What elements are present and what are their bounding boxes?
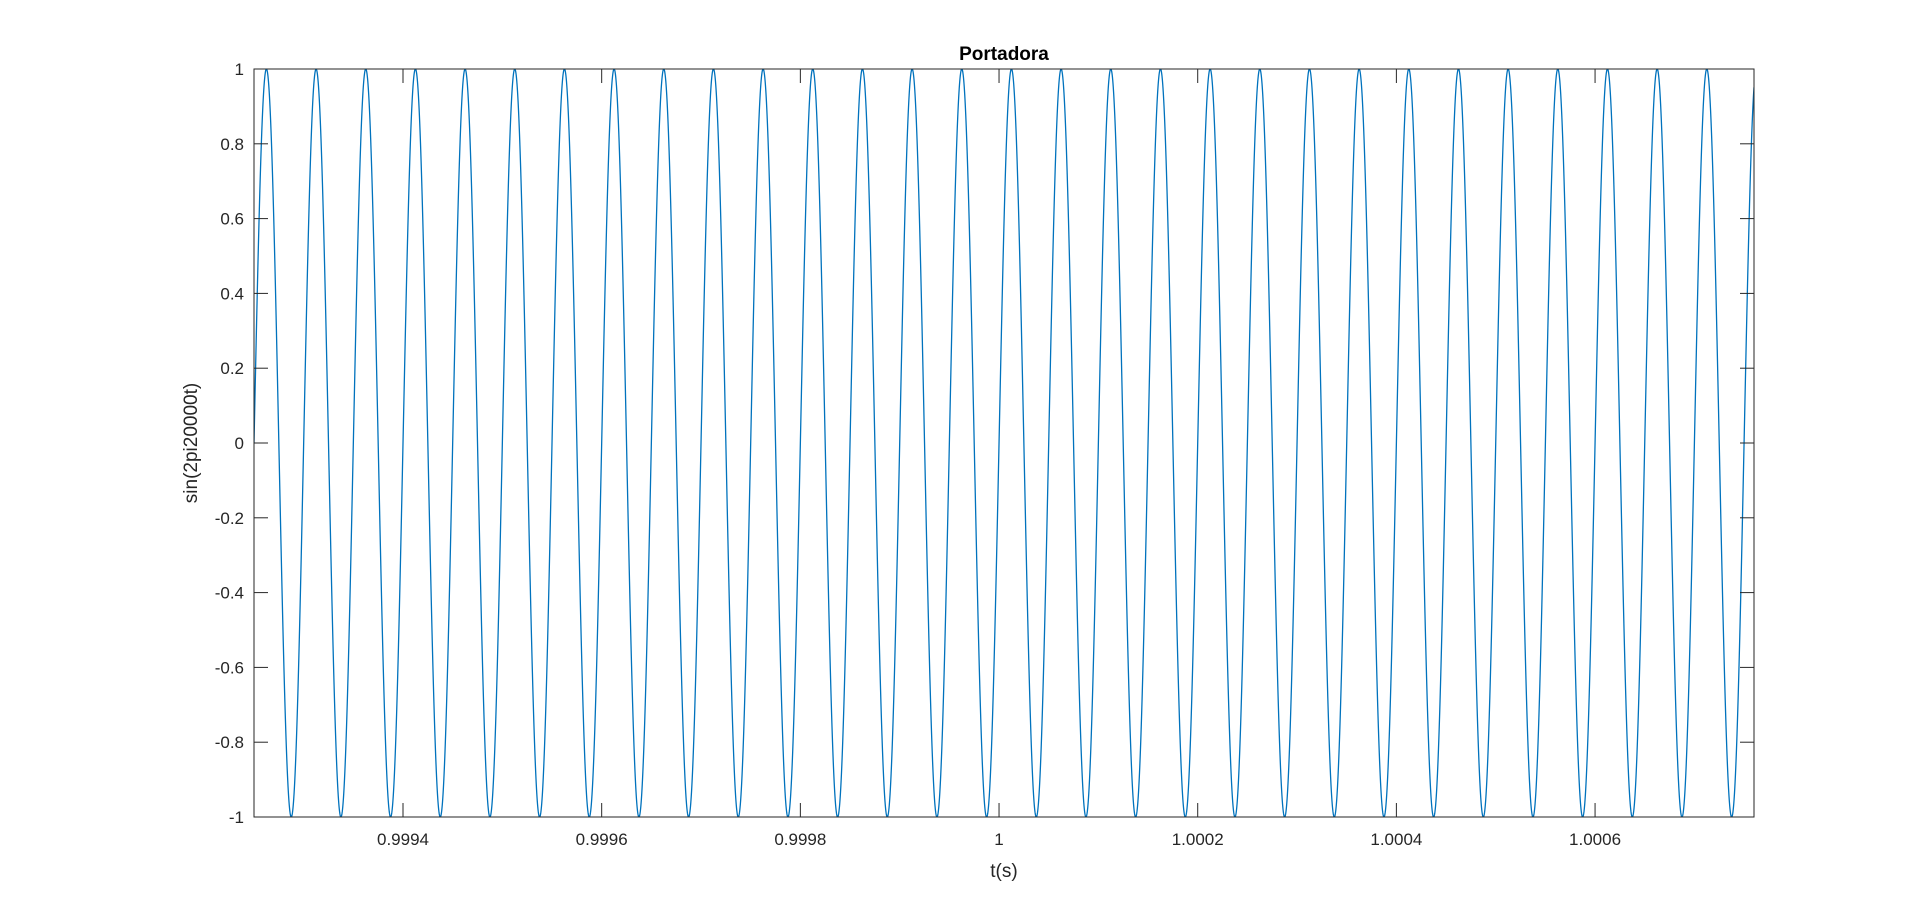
y-tick-label: -0.8 [215, 733, 244, 752]
y-tick-label: -0.6 [215, 658, 244, 677]
y-axis-label: sin(2pi20000t) [181, 383, 202, 503]
x-axis-label: t(s) [990, 861, 1017, 882]
axes-background [254, 69, 1754, 817]
x-tick-label: 1 [994, 830, 1003, 849]
chart-title: Portadora [959, 44, 1049, 65]
y-tick-label: -0.4 [215, 584, 244, 603]
y-tick-label: -1 [229, 808, 244, 827]
x-tick-label: 1.0006 [1569, 830, 1621, 849]
y-tick-label: -0.2 [215, 509, 244, 528]
x-axis-ticks: 0.9994 0.9996 0.9998 1 1.0002 1.0004 1.0006 [377, 69, 1621, 849]
y-tick-label: 1 [235, 60, 244, 79]
carrier-sine-line [254, 69, 1754, 817]
y-tick-label: 0 [235, 434, 244, 453]
plot-area: 0.9994 0.9996 0.9998 1 1.0002 1.0004 1.0006 -1… [215, 60, 1755, 849]
x-tick-label: 0.9994 [377, 830, 429, 849]
x-tick-label: 0.9996 [576, 830, 628, 849]
y-axis-ticks: -1 -0.8 -0.6 -0.4 -0.2 0 0.2 0.4 0.6 0.8 1 [215, 60, 1754, 827]
y-tick-label: 0.8 [220, 135, 244, 154]
x-tick-label: 1.0004 [1370, 830, 1422, 849]
y-tick-label: 0.6 [220, 210, 244, 229]
x-tick-label: 1.0002 [1172, 830, 1224, 849]
y-tick-label: 0.2 [220, 359, 244, 378]
y-tick-label: 0.4 [220, 284, 244, 303]
x-tick-label: 0.9998 [774, 830, 826, 849]
